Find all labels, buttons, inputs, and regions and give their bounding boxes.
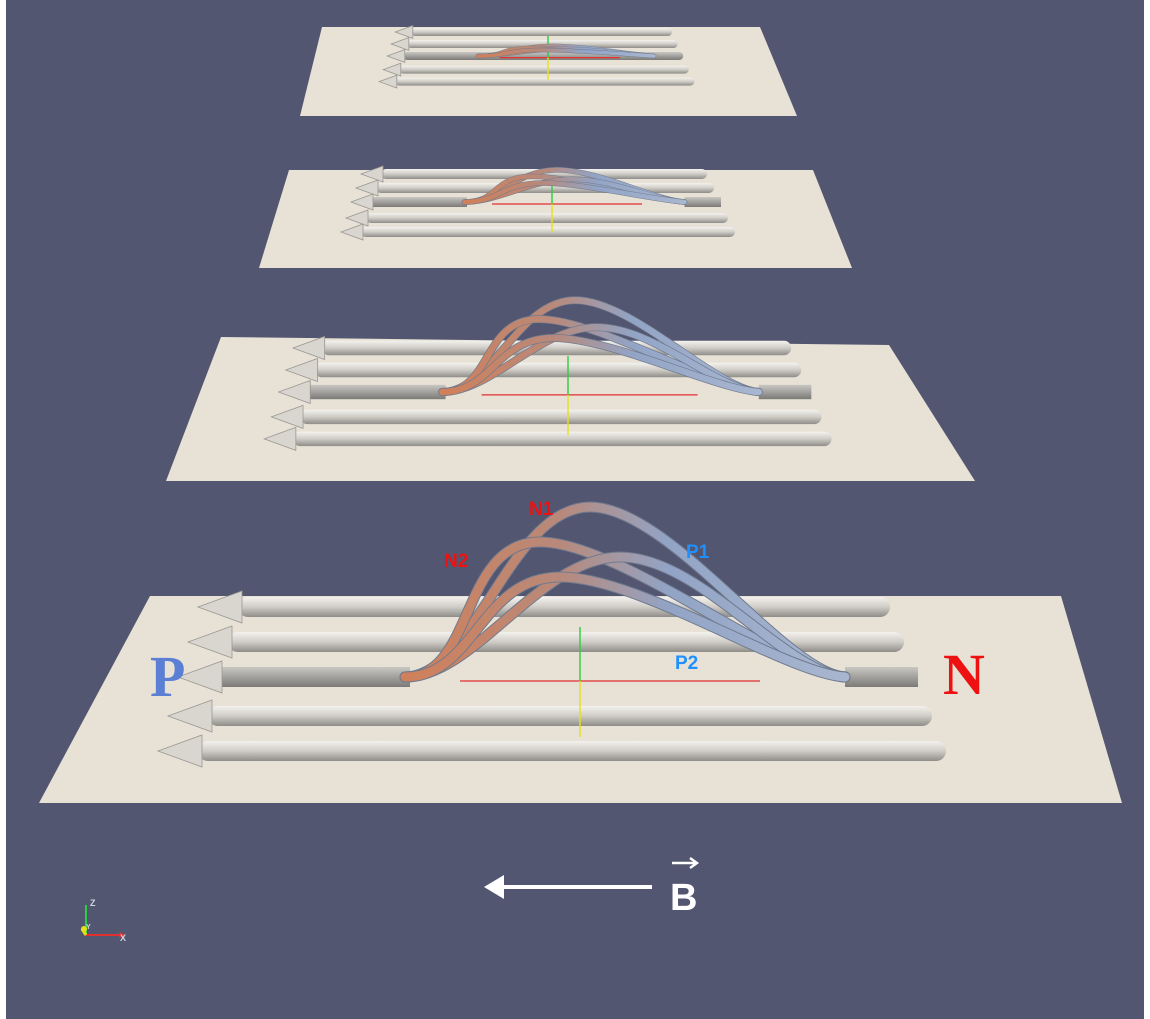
- magnetic-field-direction-arrow: B: [484, 857, 700, 919]
- flux-tube: [292, 431, 832, 447]
- panel-3: [166, 296, 975, 481]
- emerging-flux-loop: [400, 572, 850, 682]
- tube-arrowhead: [382, 62, 402, 77]
- tube-arrowhead: [359, 165, 384, 183]
- tube-arrowhead: [176, 660, 223, 694]
- core-tube-left: [307, 384, 446, 400]
- y-axis-label: Y: [86, 924, 91, 931]
- y-axis-marker: [81, 926, 87, 932]
- flux-tube: [321, 340, 792, 356]
- emerging-flux-loop: [400, 552, 850, 682]
- core-tube-right: [758, 384, 812, 400]
- tube-arrowhead: [262, 426, 297, 451]
- tube-arrowhead: [354, 179, 379, 197]
- x-axis-label: X: [120, 933, 126, 943]
- flux-tube: [238, 597, 890, 617]
- flux-tube: [208, 706, 932, 726]
- n1-label: N1: [529, 499, 554, 520]
- tube-arrowhead: [394, 25, 414, 39]
- p1-label: P1: [686, 542, 710, 563]
- panel-4: [39, 501, 1122, 803]
- tube-arrowhead: [284, 357, 318, 383]
- tube-arrowhead: [156, 734, 203, 768]
- n2-label: N2: [444, 551, 468, 572]
- tube-arrowhead: [349, 193, 374, 211]
- flux-tube: [361, 227, 735, 237]
- tube-arrowhead: [270, 404, 304, 429]
- tube-arrowhead: [291, 335, 326, 361]
- tube-arrowhead: [339, 223, 364, 241]
- emerging-flux-loop: [438, 323, 763, 396]
- tube-arrowhead: [378, 74, 398, 89]
- flux-tube: [300, 409, 822, 425]
- panel-2: [259, 165, 852, 268]
- flux-tube: [411, 28, 672, 36]
- tube-arrowhead: [186, 625, 233, 659]
- flux-tube: [198, 741, 946, 761]
- z-axis-label: Z: [90, 898, 96, 908]
- p2-label: P2: [675, 653, 698, 674]
- vector-arrow-symbol: [672, 857, 700, 869]
- core-tube-left: [371, 197, 467, 207]
- tube-arrowhead: [196, 590, 243, 624]
- flux-tube: [395, 77, 695, 86]
- b-field-label: B: [670, 877, 697, 919]
- core-tube-right: [684, 197, 721, 207]
- emerging-flux-loop: [476, 48, 656, 58]
- flux-tube: [381, 169, 707, 179]
- tube-arrowhead: [344, 209, 369, 227]
- b-arrow-head: [484, 875, 504, 899]
- x-axis-tip: [119, 932, 126, 938]
- negative-polarity-label: N: [943, 642, 985, 707]
- tube-arrowhead: [390, 37, 410, 51]
- positive-polarity-label: P: [150, 644, 185, 709]
- tube-arrowhead: [166, 699, 213, 733]
- flux-tube: [228, 632, 904, 652]
- emerging-flux-loop: [438, 334, 763, 396]
- tube-arrowhead: [386, 49, 406, 63]
- panel-1: [300, 25, 797, 116]
- time-sequence-panels: [39, 25, 1122, 803]
- emerging-flux-loop: [462, 180, 687, 205]
- photosphere-plane: [166, 337, 975, 481]
- core-tube-left: [218, 667, 410, 687]
- flux-tube: [366, 213, 728, 223]
- core-tube-right: [845, 667, 918, 687]
- orientation-axes-widget: Z Y X: [80, 898, 126, 943]
- flux-tube: [399, 65, 689, 74]
- tube-arrowhead: [277, 379, 311, 405]
- flux-tube: [314, 362, 802, 378]
